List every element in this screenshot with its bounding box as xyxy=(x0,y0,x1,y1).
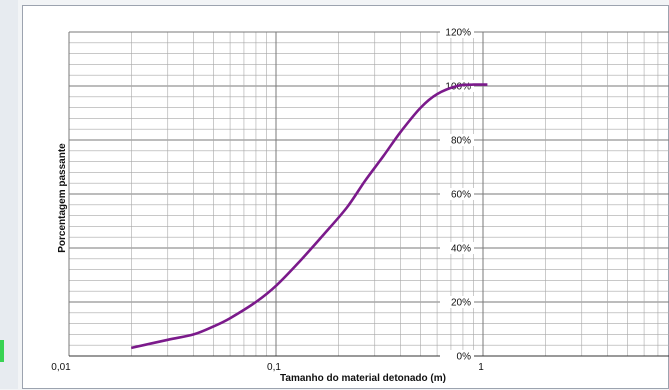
y-tick-label-bg xyxy=(440,26,474,38)
y-tick-label: 60% xyxy=(451,190,471,201)
y-tick-label: 120% xyxy=(445,28,471,39)
grid-lines xyxy=(68,31,669,357)
x-tick-label: 0,01 xyxy=(51,362,71,373)
y-tick-labels: 0%20%40%60%80%100%120% xyxy=(440,26,474,363)
chart-panel: 0% 20% 40% 60% 80% 100% 120% 0,01 0,1 1 Porcenta… xyxy=(22,5,669,389)
y-tick-label: 0% xyxy=(457,352,472,363)
y-tick-label-bg xyxy=(440,242,474,254)
y-tick-label-bg xyxy=(440,188,474,200)
y-tick-label-bg xyxy=(440,350,474,362)
x-tick-label: 0,1 xyxy=(267,362,281,373)
y-tick-label-bg xyxy=(440,296,474,308)
y-tick-label: 20% xyxy=(451,298,471,309)
left-window-strip xyxy=(0,0,18,389)
left-green-marker xyxy=(0,340,4,362)
y-tick-label: 40% xyxy=(451,244,471,255)
series-line-passing-percentage xyxy=(131,83,488,350)
x-axis-title: Tamanho do material detonado (m) xyxy=(280,373,446,384)
y-tick-label: 80% xyxy=(451,136,471,147)
x-tick-labels: 0,01 0,1 1 xyxy=(51,362,484,373)
y-axis-title: Porcentagem passante xyxy=(57,143,68,253)
series-lines xyxy=(131,83,488,350)
x-tick-label: 1 xyxy=(478,362,484,373)
y-tick-label-bg xyxy=(440,134,474,146)
particle-size-chart: 0%20%40%60%80%100%120% 0,01 0,1 1 Porcenta… xyxy=(51,26,669,384)
